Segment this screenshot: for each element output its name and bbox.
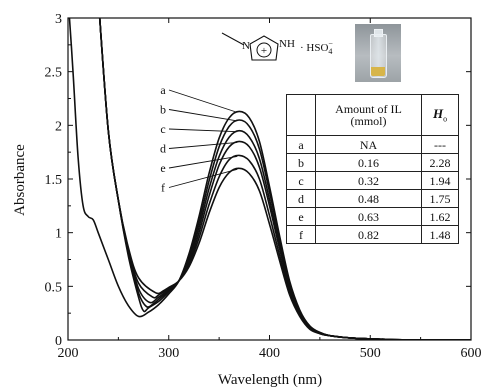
- row-label: b: [286, 153, 316, 172]
- curve-label-d: d: [160, 142, 166, 156]
- row-h0: 1.48: [421, 225, 459, 244]
- row-label: a: [286, 135, 316, 154]
- table-header-h0: Ho: [421, 94, 459, 136]
- nh-label: NH: [279, 38, 295, 50]
- axis-ticks: [67, 17, 472, 341]
- y-tick-label: 3: [55, 12, 62, 27]
- x-tick-label: 600: [461, 346, 482, 361]
- axis-tick-labels: 200 300 400 500 600 0 0.5 1 1.5 2 2.5 3: [45, 12, 482, 361]
- vial-photo: [355, 24, 401, 82]
- row-amount: 0.32: [315, 171, 422, 190]
- row-amount: NA: [315, 135, 422, 154]
- vial-liquid: [371, 67, 385, 76]
- row-h0: 1.94: [421, 171, 459, 190]
- y-tick-label: 2.5: [45, 66, 63, 81]
- table-header-row: Amount of IL (mmol) Ho: [286, 94, 459, 136]
- row-label: c: [286, 171, 316, 190]
- curve-label-f: f: [161, 181, 165, 195]
- leader-line-f: [168, 168, 238, 188]
- leader-line-c: [168, 128, 238, 133]
- y-axis-title: Absorbance: [12, 144, 28, 216]
- table-row: a NA ---: [286, 135, 459, 154]
- x-axis-title: Wavelength (nm): [218, 372, 322, 388]
- y-tick-label: 1.5: [45, 173, 63, 188]
- curve-label-e: e: [160, 161, 165, 175]
- row-amount: 0.48: [315, 189, 422, 208]
- curve-leader-lines: [168, 89, 238, 188]
- nitrogen-label: N: [242, 40, 250, 52]
- row-label: f: [286, 225, 316, 244]
- row-label: d: [286, 189, 316, 208]
- leader-line-a: [168, 89, 238, 113]
- y-tick-label: 0.5: [45, 280, 63, 295]
- table-row: b 0.16 2.28: [286, 153, 459, 172]
- il-amount-table: Amount of IL (mmol) Ho a NA --- b 0.16 2.28 …: [286, 94, 459, 244]
- curve-label-b: b: [160, 103, 166, 117]
- row-h0: 2.28: [421, 153, 459, 172]
- ionic-liquid-structure: + N NH · HSO4−: [221, 32, 333, 61]
- charge-sign: +: [261, 45, 267, 57]
- row-h0: 1.62: [421, 207, 459, 226]
- charge-circle: [256, 42, 272, 58]
- y-tick-label: 1: [55, 227, 62, 242]
- leader-line-d: [168, 141, 238, 149]
- table-header-label: [286, 94, 316, 136]
- row-h0: ---: [421, 135, 459, 154]
- row-label: e: [286, 207, 316, 226]
- curve-label-c: c: [160, 122, 165, 136]
- row-h0: 1.75: [421, 189, 459, 208]
- table-row: f 0.82 1.48: [286, 225, 459, 244]
- y-tick-label: 2: [55, 119, 62, 134]
- table-row: e 0.63 1.62: [286, 207, 459, 226]
- table-row: c 0.32 1.94: [286, 171, 459, 190]
- series-line-c: [98, 18, 471, 340]
- row-amount: 0.82: [315, 225, 422, 244]
- y-tick-label: 0: [55, 334, 62, 349]
- curve-label-a: a: [160, 83, 166, 97]
- anion-label: · HSO4−: [300, 39, 333, 56]
- row-amount: 0.63: [315, 207, 422, 226]
- x-tick-label: 400: [259, 346, 280, 361]
- x-tick-label: 500: [360, 346, 381, 361]
- table-row: d 0.48 1.75: [286, 189, 459, 208]
- x-tick-label: 300: [158, 346, 179, 361]
- x-tick-label: 200: [58, 346, 79, 361]
- row-amount: 0.16: [315, 153, 422, 172]
- leader-line-b: [168, 109, 238, 122]
- leader-line-e: [168, 155, 238, 169]
- table-header-amount: Amount of IL (mmol): [315, 94, 422, 136]
